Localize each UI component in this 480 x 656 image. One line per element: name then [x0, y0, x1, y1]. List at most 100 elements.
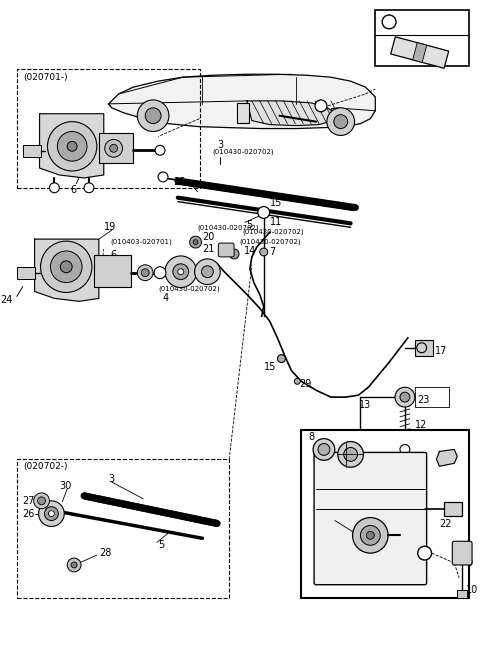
Circle shape	[48, 510, 54, 516]
Polygon shape	[35, 239, 99, 301]
Text: 10: 10	[466, 584, 479, 594]
Circle shape	[178, 269, 184, 275]
Circle shape	[137, 265, 153, 281]
Text: 12: 12	[415, 420, 427, 430]
Circle shape	[318, 443, 330, 455]
Circle shape	[41, 241, 92, 293]
Text: 24: 24	[0, 295, 13, 305]
Circle shape	[165, 256, 197, 287]
Bar	[301, 430, 469, 598]
Text: (010430-020702): (010430-020702)	[242, 229, 304, 236]
Circle shape	[154, 267, 166, 279]
Circle shape	[60, 261, 72, 273]
Text: 15: 15	[264, 363, 276, 373]
Circle shape	[67, 558, 81, 572]
Text: 8: 8	[308, 432, 314, 441]
Circle shape	[190, 236, 202, 248]
Circle shape	[34, 493, 49, 508]
Text: 16: 16	[459, 449, 471, 459]
Text: 3: 3	[108, 474, 115, 484]
Circle shape	[67, 142, 77, 152]
Text: 4: 4	[163, 293, 169, 303]
Text: A: A	[422, 548, 427, 558]
Text: 7: 7	[270, 247, 276, 257]
Polygon shape	[413, 43, 427, 62]
Text: 30: 30	[60, 481, 72, 491]
Circle shape	[48, 121, 97, 171]
Circle shape	[400, 445, 410, 455]
Text: 26: 26	[22, 508, 34, 519]
Circle shape	[353, 518, 388, 553]
Text: 25: 25	[173, 177, 186, 187]
Circle shape	[258, 207, 270, 218]
Circle shape	[360, 525, 380, 545]
Bar	[444, 502, 462, 516]
Circle shape	[84, 183, 94, 193]
Circle shape	[155, 146, 165, 155]
Polygon shape	[39, 113, 104, 178]
Circle shape	[366, 531, 374, 539]
Circle shape	[229, 249, 239, 259]
Circle shape	[202, 266, 213, 277]
Text: 6: 6	[70, 185, 76, 195]
Circle shape	[38, 501, 64, 527]
Circle shape	[145, 108, 161, 123]
Polygon shape	[391, 37, 449, 68]
Text: 14: 14	[244, 246, 256, 256]
Circle shape	[260, 248, 268, 256]
Bar	[94, 255, 132, 287]
Polygon shape	[108, 74, 375, 129]
Text: A: A	[261, 209, 266, 215]
Text: (010430-020702): (010430-020702)	[158, 285, 220, 292]
Circle shape	[109, 144, 118, 152]
Text: 27: 27	[22, 496, 34, 506]
Text: 23: 23	[418, 395, 430, 405]
Bar	[415, 340, 432, 356]
FancyBboxPatch shape	[314, 453, 427, 584]
Circle shape	[49, 183, 60, 193]
Text: 28: 28	[99, 548, 111, 558]
FancyBboxPatch shape	[218, 243, 234, 257]
Bar	[331, 108, 341, 125]
Circle shape	[57, 131, 87, 161]
Text: 11: 11	[270, 217, 282, 228]
Circle shape	[37, 497, 46, 504]
Text: 18: 18	[352, 464, 365, 474]
Text: 15: 15	[270, 197, 282, 207]
Text: 1: 1	[336, 514, 342, 523]
Bar	[457, 590, 467, 598]
Circle shape	[141, 269, 149, 277]
Circle shape	[50, 251, 82, 283]
Text: 9: 9	[466, 558, 472, 568]
Bar	[17, 267, 35, 279]
Circle shape	[417, 343, 427, 353]
FancyBboxPatch shape	[452, 541, 472, 565]
Circle shape	[327, 108, 355, 135]
Circle shape	[382, 15, 396, 29]
Bar	[237, 103, 249, 123]
Text: 17: 17	[434, 346, 447, 356]
Bar	[375, 10, 469, 66]
Circle shape	[158, 172, 168, 182]
Text: 20: 20	[203, 232, 215, 242]
Text: (020701-): (020701-)	[23, 73, 67, 82]
Bar	[17, 70, 200, 188]
Text: a: a	[387, 18, 392, 26]
Text: 21: 21	[203, 244, 215, 254]
Bar	[415, 387, 449, 407]
Circle shape	[173, 264, 189, 279]
Text: (010430-020702): (010430-020702)	[198, 224, 259, 230]
Text: (010430-020702): (010430-020702)	[239, 239, 300, 245]
Circle shape	[193, 239, 198, 245]
Circle shape	[338, 441, 363, 467]
Bar	[17, 459, 229, 598]
Circle shape	[315, 100, 327, 112]
Text: 22: 22	[440, 518, 452, 529]
Polygon shape	[247, 101, 336, 125]
Circle shape	[418, 546, 432, 560]
Circle shape	[395, 387, 415, 407]
Text: (010403-020701): (010403-020701)	[111, 239, 172, 245]
Circle shape	[294, 379, 300, 384]
Circle shape	[334, 115, 348, 129]
Circle shape	[194, 259, 220, 285]
